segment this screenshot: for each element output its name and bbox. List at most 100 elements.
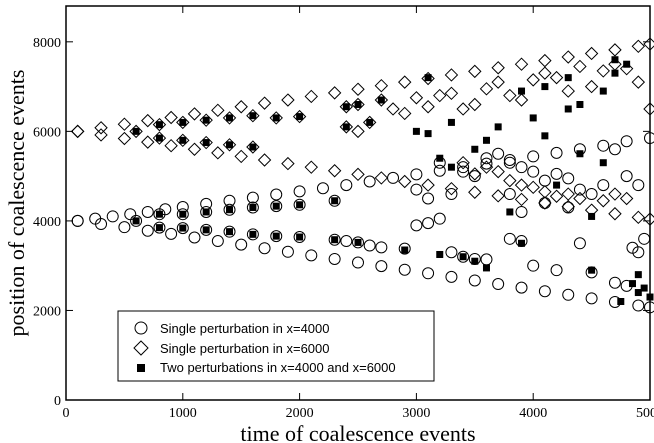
point-circle <box>165 227 178 240</box>
point-diamond <box>152 117 167 132</box>
point-square <box>226 228 234 236</box>
point-circle <box>503 232 516 245</box>
point-circle <box>270 200 283 213</box>
point-diamond <box>234 149 248 164</box>
point-diamond <box>468 97 482 112</box>
point-diamond <box>608 187 622 201</box>
point-circle <box>457 165 470 178</box>
point-diamond <box>327 164 342 178</box>
point-diamond <box>503 88 517 103</box>
plot-area <box>65 5 651 401</box>
point-circle <box>141 205 154 218</box>
point-circle <box>328 233 341 246</box>
point-circle <box>422 217 435 230</box>
point-square <box>179 210 187 218</box>
point-diamond <box>141 135 155 149</box>
point-square <box>576 150 584 158</box>
point-diamond <box>176 115 190 130</box>
point-circle <box>375 241 388 254</box>
point-square <box>424 130 432 138</box>
point-square <box>331 197 339 205</box>
point-square <box>541 83 549 91</box>
point-circle <box>316 182 329 195</box>
point-circle <box>503 188 516 201</box>
point-diamond <box>643 212 654 226</box>
point-square <box>226 206 234 214</box>
point-diamond <box>433 88 447 103</box>
point-circle <box>457 250 470 263</box>
point-circle <box>433 212 446 225</box>
point-diamond <box>257 153 272 167</box>
point-square <box>447 118 455 126</box>
point-diamond <box>304 89 318 104</box>
point-square <box>518 239 526 247</box>
point-diamond <box>70 124 85 139</box>
point-circle <box>153 221 166 234</box>
point-circle <box>585 188 598 201</box>
point-circle <box>562 172 575 185</box>
legend-label-diamond: Single perturbation in x=6000 <box>160 341 329 356</box>
point-circle <box>188 231 201 244</box>
point-circle <box>422 192 435 205</box>
point-square <box>202 226 210 234</box>
point-diamond <box>129 124 143 139</box>
point-square <box>202 139 210 147</box>
point-circle <box>562 288 575 301</box>
point-circle <box>638 232 651 245</box>
point-diamond <box>631 39 646 54</box>
point-diamond <box>514 192 529 207</box>
point-circle <box>527 150 540 163</box>
point-circle <box>468 170 481 183</box>
point-square <box>249 203 257 211</box>
point-diamond <box>222 111 237 125</box>
point-square <box>155 134 163 142</box>
point-diamond <box>292 109 307 124</box>
point-circle <box>538 285 551 298</box>
point-square <box>471 145 479 153</box>
point-circle <box>340 179 353 192</box>
point-diamond <box>117 117 132 131</box>
point-square <box>518 87 526 95</box>
point-circle <box>130 214 143 227</box>
point-square <box>506 208 514 216</box>
point-circle <box>363 175 376 188</box>
point-circle <box>445 188 458 201</box>
point-square <box>155 210 163 218</box>
point-circle <box>410 168 423 181</box>
x-tick-label: 1000 <box>169 406 197 421</box>
point-circle <box>200 205 213 218</box>
point-square <box>249 230 257 238</box>
point-diamond <box>351 97 365 112</box>
point-circle <box>363 239 376 252</box>
point-square <box>564 105 572 113</box>
point-circle <box>608 143 621 156</box>
point-diamond <box>526 73 540 87</box>
point-diamond <box>596 64 610 78</box>
y-tick-label: 4000 <box>33 215 61 230</box>
point-circle <box>480 152 493 165</box>
point-square <box>459 253 467 261</box>
point-square <box>471 257 479 265</box>
point-circle <box>211 235 224 248</box>
legend: Single perturbation in x=4000 Single per… <box>117 310 435 382</box>
point-square <box>296 201 304 209</box>
point-square <box>623 60 631 68</box>
point-circle <box>141 224 154 237</box>
point-square <box>342 103 350 111</box>
point-diamond <box>561 199 575 214</box>
point-circle <box>538 197 551 209</box>
point-square <box>272 114 280 122</box>
point-diamond <box>187 107 202 121</box>
point-diamond <box>269 111 283 125</box>
point-square <box>599 87 607 95</box>
point-circle <box>200 223 213 236</box>
point-diamond <box>444 68 459 82</box>
point-square <box>611 69 619 77</box>
point-square <box>541 132 549 140</box>
point-diamond <box>514 57 529 71</box>
point-circle <box>246 201 259 214</box>
point-circle <box>527 165 540 178</box>
point-diamond <box>152 131 167 145</box>
